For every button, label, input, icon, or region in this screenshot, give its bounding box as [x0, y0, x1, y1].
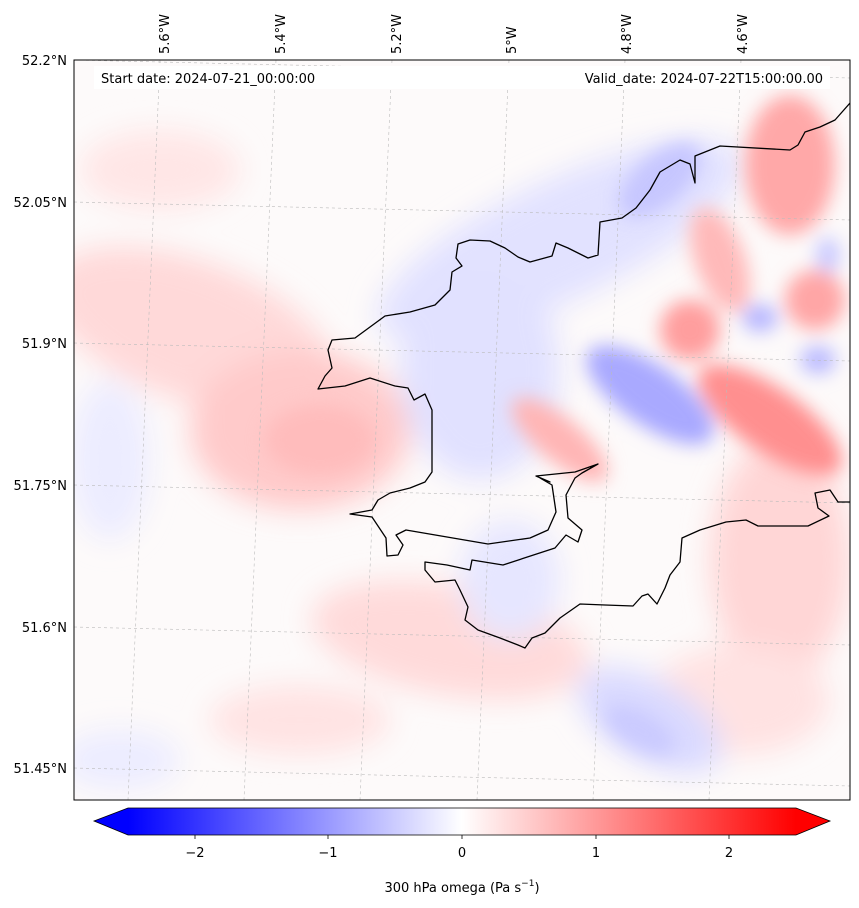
colorbar-outline [92, 807, 832, 836]
colorbar-max-extend [796, 808, 830, 835]
lat-tick-51-9n: 51.9°N [22, 337, 67, 352]
valid-date-label: Valid_date: 2024-07-22T15:00:00.00 [585, 72, 823, 87]
lon-tick-5-2w: 5.2°W [390, 14, 405, 54]
colorbar-title: 300 hPa omega (Pa s−1) [384, 879, 539, 896]
lon-tick-5w: 5°W [505, 26, 520, 54]
omega-field [74, 95, 850, 790]
lat-tick-52-05n: 52.05°N [14, 196, 67, 211]
start-date-label: Start date: 2024-07-21_00:00:00 [101, 72, 315, 87]
colorbar-title-main: 300 hPa omega (Pa s [384, 881, 521, 896]
coastline [317, 102, 850, 649]
colorbar-gradient [128, 808, 796, 835]
colorbar-title-end: ) [534, 881, 539, 896]
colorbar-tick-0: 0 [458, 846, 466, 861]
latitude-ticks: 52.2°N 52.05°N 51.9°N 51.75°N 51.6°N 51.… [14, 54, 67, 777]
lat-tick-51-6n: 51.6°N [22, 621, 67, 636]
lon-tick-4-8w: 4.8°W [620, 14, 635, 54]
map-frame [73, 59, 851, 801]
lat-tick-51-75n: 51.75°N [14, 479, 67, 494]
colorbar-tick-1: 1 [592, 846, 600, 861]
colorbar-title-sup: −1 [521, 879, 534, 889]
lon-tick-5-4w: 5.4°W [274, 14, 289, 54]
colorbar-tick-neg1: −1 [318, 846, 337, 861]
map-area [74, 60, 850, 800]
header-band [94, 66, 830, 89]
colorbar-tick-marks [194, 835, 730, 839]
coastline-north [317, 102, 850, 649]
omega-field-cores [265, 95, 845, 756]
colorbar-min-extend [94, 808, 128, 835]
colorbar: −2 −1 0 1 2 300 hPa omega (Pa s−1) [92, 807, 832, 896]
lon-tick-5-6w: 5.6°W [158, 14, 173, 54]
longitude-ticks: 5.6°W 5.4°W 5.2°W 5°W 4.8°W 4.6°W [158, 14, 751, 54]
colorbar-tick-neg2: −2 [185, 846, 204, 861]
lon-tick-4-6w: 4.6°W [736, 14, 751, 54]
lat-tick-51-45n: 51.45°N [14, 762, 67, 777]
colorbar-tick-2: 2 [725, 846, 733, 861]
lat-tick-52-2n: 52.2°N [22, 54, 67, 69]
